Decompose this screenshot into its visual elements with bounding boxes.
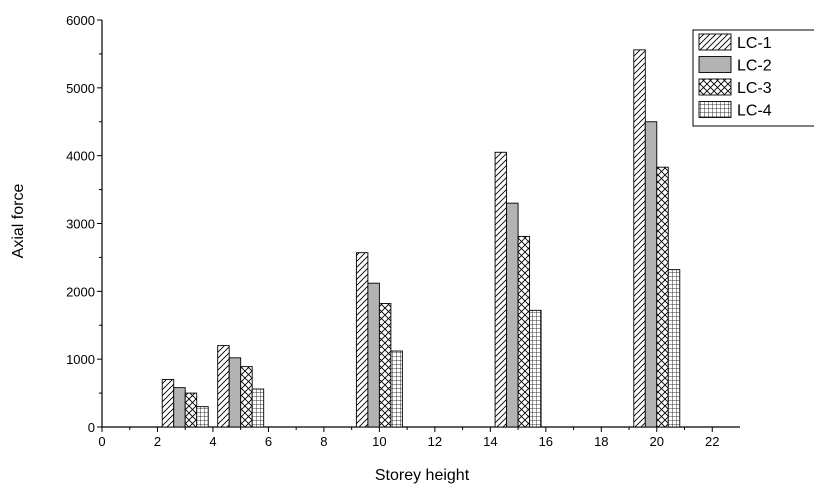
bar-lc-3 <box>378 303 392 428</box>
bar-lc-2 <box>506 202 519 428</box>
x-tick-label: 12 <box>428 434 442 449</box>
x-axis-title: Storey height <box>375 467 470 484</box>
legend-label: LC-4 <box>737 103 772 120</box>
legend-swatch <box>698 101 732 118</box>
bar-lc-2 <box>367 282 380 428</box>
x-tick-label: 6 <box>265 434 272 449</box>
bar-lc-2 <box>228 357 242 428</box>
x-tick-label: 22 <box>705 434 719 449</box>
bar-lc-2 <box>173 387 186 428</box>
axes: 0 2 4 6 8 10 12 14 16 18 20 22 0 1000 2000 3000 4000 5000… <box>66 13 740 449</box>
bars <box>161 49 681 428</box>
y-tick-label: 1000 <box>66 352 95 367</box>
y-axis-title: Axial force <box>10 184 27 259</box>
bar-lc-1 <box>217 345 230 428</box>
y-tick-label: 2000 <box>66 284 95 299</box>
y-tick-label: 6000 <box>66 13 95 28</box>
y-tick-label: 4000 <box>66 149 95 164</box>
legend-label: LC-1 <box>737 35 772 52</box>
bar-lc-4 <box>390 350 403 428</box>
x-tick-label: 10 <box>372 434 386 449</box>
x-tick-label: 20 <box>650 434 664 449</box>
bar-lc-4 <box>196 406 209 428</box>
legend: LC-1 LC-2 LC-3 LC-4 <box>692 29 814 127</box>
bar-lc-1 <box>633 49 646 428</box>
x-tick-label: 8 <box>320 434 327 449</box>
bar-lc-3 <box>184 392 198 428</box>
legend-swatch <box>698 33 732 51</box>
bar-lc-3 <box>240 366 253 428</box>
bar-lc-1 <box>355 252 369 428</box>
y-tick-label: 5000 <box>66 81 95 96</box>
legend-label: LC-2 <box>737 58 772 75</box>
x-tick-label: 14 <box>483 434 497 449</box>
x-tick-label: 2 <box>154 434 161 449</box>
x-tick-label: 4 <box>209 434 216 449</box>
bar-lc-3 <box>656 166 669 428</box>
x-tick-label: 0 <box>98 434 105 449</box>
bar-lc-3 <box>517 235 531 428</box>
bar-lc-1 <box>494 151 508 428</box>
legend-swatch <box>698 78 732 96</box>
x-tick-label: 18 <box>594 434 608 449</box>
bar-lc-2 <box>644 121 658 428</box>
bar-lc-4 <box>529 309 542 428</box>
legend-label: LC-3 <box>737 80 772 97</box>
bar-lc-4 <box>667 269 681 428</box>
y-tick-label: 3000 <box>66 217 95 232</box>
x-tick-label: 16 <box>539 434 553 449</box>
bar-lc-4 <box>251 388 265 428</box>
legend-swatch <box>698 56 732 73</box>
bar-lc-1 <box>161 379 175 428</box>
y-tick-label: 0 <box>88 420 95 435</box>
